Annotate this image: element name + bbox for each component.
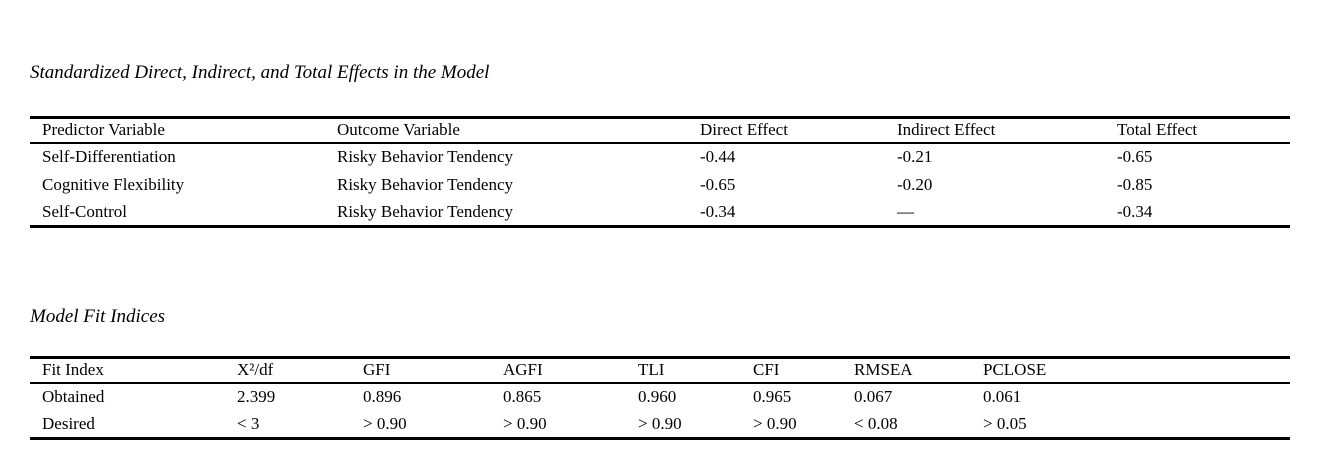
fit-table-grid: Fit Index X²/df GFI AGFI TLI CFI RMSEA P…: [30, 356, 1290, 440]
col-header-fit-index: Fit Index: [42, 360, 104, 380]
cell-outcome: Risky Behavior Tendency: [337, 174, 514, 194]
cell-pclose: > 0.05: [983, 413, 1027, 433]
cell-indirect-effect: -0.21: [897, 147, 933, 166]
cell-direct-effect: -0.65: [700, 174, 736, 194]
cell-outcome: Risky Behavior Tendency: [337, 147, 514, 166]
col-header-indirect-effect: Indirect Effect: [897, 120, 996, 140]
cell-predictor: Self-Differentiation: [42, 147, 176, 166]
effects-row-cognitive-flexibility: Cognitive Flexibility Risky Behavior Ten…: [30, 171, 1290, 199]
cell-indirect-effect: -0.20: [897, 174, 933, 194]
cell-total-effect: -0.65: [1117, 147, 1153, 166]
fit-table: Fit Index X²/df GFI AGFI TLI CFI RMSEA P…: [30, 356, 1290, 440]
col-header-tli: TLI: [638, 360, 665, 380]
effects-table-grid: Predictor Variable Outcome Variable Dire…: [30, 116, 1290, 228]
cell-agfi: 0.865: [503, 387, 542, 406]
cell-pclose: 0.061: [983, 387, 1022, 406]
col-header-chi2-df: X²/df: [237, 360, 274, 380]
cell-direct-effect: -0.44: [700, 147, 736, 166]
col-header-predictor-variable: Predictor Variable: [42, 120, 165, 140]
fit-row-obtained: Obtained 2.399 0.896 0.865 0.960 0.965 0…: [30, 383, 1290, 411]
col-header-rmsea: RMSEA: [854, 360, 913, 380]
cell-agfi: > 0.90: [503, 413, 547, 433]
cell-predictor: Cognitive Flexibility: [42, 174, 185, 194]
cell-total-effect: -0.85: [1117, 174, 1153, 194]
fit-header-row: Fit Index X²/df GFI AGFI TLI CFI RMSEA P…: [30, 358, 1290, 383]
cell-cfi: > 0.90: [753, 413, 797, 433]
cell-predictor: Self-Control: [42, 201, 127, 221]
cell-tli: > 0.90: [638, 413, 682, 433]
cell-indirect-effect: —: [897, 201, 914, 221]
cell-chi2-df: < 3: [237, 413, 260, 433]
col-header-cfi: CFI: [753, 360, 780, 380]
cell-fit-label: Desired: [42, 413, 95, 433]
effects-header-row: Predictor Variable Outcome Variable Dire…: [30, 118, 1290, 143]
cell-gfi: 0.896: [363, 387, 402, 406]
cell-fit-label: Obtained: [42, 387, 105, 406]
effects-table-title: Standardized Direct, Indirect, and Total…: [30, 62, 490, 83]
effects-row-self-control: Self-Control Risky Behavior Tendency -0.…: [30, 199, 1290, 227]
cell-tli: 0.960: [638, 387, 677, 406]
fit-table-title: Model Fit Indices: [30, 306, 166, 327]
col-header-direct-effect: Direct Effect: [700, 120, 788, 140]
cell-outcome: Risky Behavior Tendency: [337, 201, 514, 221]
cell-rmsea: < 0.08: [854, 413, 898, 433]
cell-total-effect: -0.34: [1117, 201, 1153, 221]
col-header-pclose: PCLOSE: [983, 360, 1047, 380]
fit-row-desired: Desired < 3 > 0.90 > 0.90 > 0.90 > 0.90 …: [30, 411, 1290, 439]
cell-chi2-df: 2.399: [237, 387, 276, 406]
effects-row-self-differentiation: Self-Differentiation Risky Behavior Tend…: [30, 143, 1290, 171]
cell-rmsea: 0.067: [854, 387, 893, 406]
cell-direct-effect: -0.34: [700, 201, 736, 221]
col-header-agfi: AGFI: [503, 360, 543, 380]
col-header-gfi: GFI: [363, 360, 391, 380]
col-header-outcome-variable: Outcome Variable: [337, 120, 460, 140]
cell-cfi: 0.965: [753, 387, 792, 406]
cell-gfi: > 0.90: [363, 413, 407, 433]
effects-table: Predictor Variable Outcome Variable Dire…: [30, 116, 1290, 228]
col-header-total-effect: Total Effect: [1117, 120, 1198, 140]
